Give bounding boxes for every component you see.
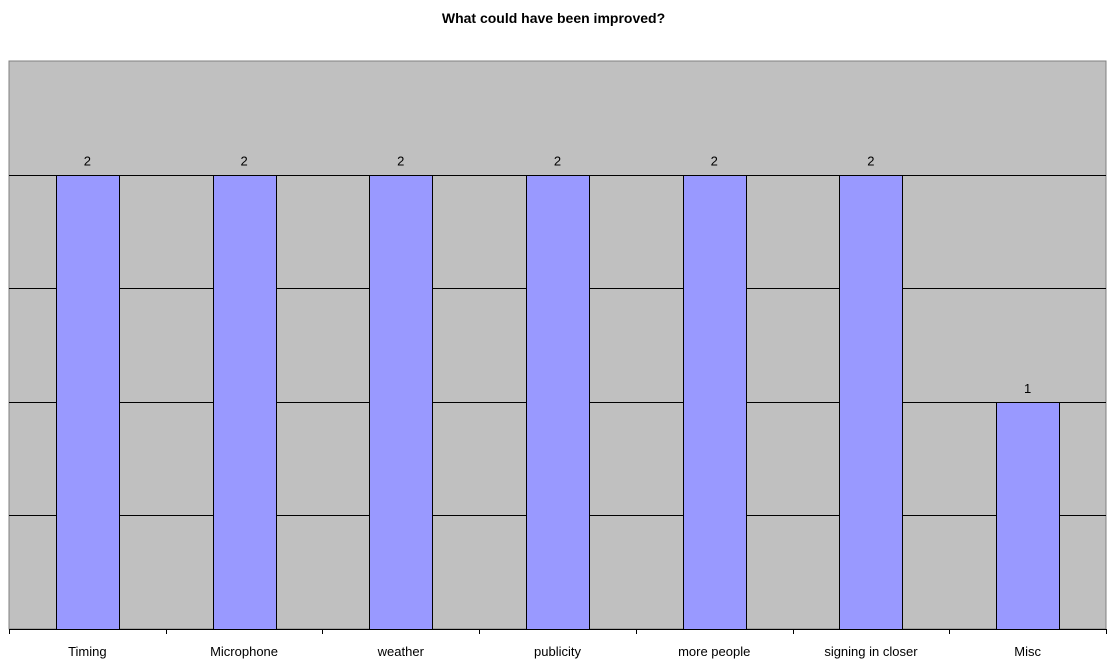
category-label: weather	[377, 644, 425, 659]
data-label: 2	[867, 154, 874, 169]
category-label: Microphone	[210, 644, 278, 659]
category-label: publicity	[534, 644, 581, 659]
bar-timing	[56, 175, 120, 630]
data-label: 1	[1024, 381, 1031, 396]
chart-title: What could have been improved?	[441, 10, 666, 26]
x-axis: Timing Microphone weather publicity more peo…	[9, 629, 1107, 659]
data-label: 2	[711, 154, 718, 169]
data-label: 2	[240, 154, 247, 169]
category-label: more people	[678, 644, 750, 659]
category-label: signing in closer	[824, 644, 918, 659]
data-labels: 2 2 2 2 2 2 1	[84, 154, 1032, 396]
bar-signing-in-closer	[839, 175, 903, 630]
bar-more-people	[683, 175, 747, 630]
bar-publicity	[526, 175, 590, 630]
data-label: 2	[397, 154, 404, 169]
bar-weather	[369, 175, 433, 630]
data-label: 2	[84, 154, 91, 169]
category-label: Timing	[68, 644, 107, 659]
category-label: Misc	[1014, 644, 1041, 659]
data-label: 2	[554, 154, 561, 169]
bar-microphone	[213, 175, 277, 630]
bar-misc	[996, 402, 1060, 630]
